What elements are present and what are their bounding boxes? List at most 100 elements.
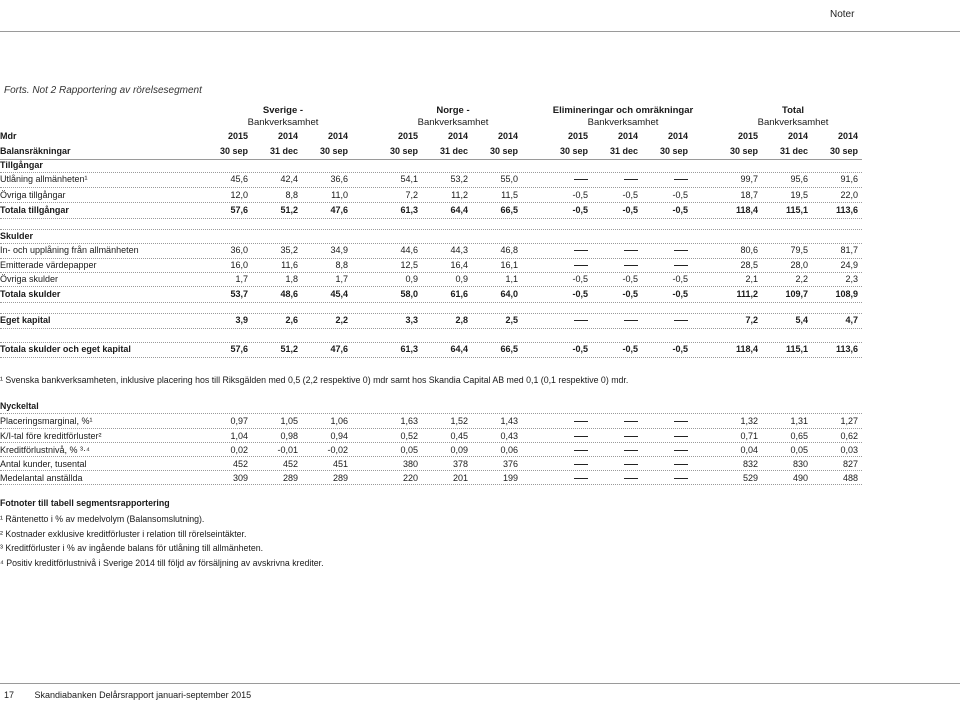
table-cell: 24,9 [840,260,858,270]
dash-mark [574,436,588,438]
table-cell: 0,97 [230,416,248,426]
table-cell: 827 [842,459,858,469]
table-cell: 36,0 [230,245,248,255]
table-cell [594,174,638,184]
kpi-row: Placeringsmarginal, %¹ 0,97 1,05 1,06 1,63 1,… [0,416,862,430]
table-cell: -0,5 [572,344,588,354]
table-cell: 452 [282,459,298,469]
dash-mark [574,179,588,181]
row-divider [0,342,862,343]
kpi-row: Medelantal anställda 309 289 289 220 201 199 52… [0,473,862,487]
table-row: In- och upplåning från allmänheten 36,0 35… [0,245,862,259]
row-divider [0,470,862,471]
table-row: Eget kapital 3,9 2,6 2,2 3,3 2,8 2,5 7,2 5,4 4,7 [0,315,862,329]
row-label: Övriga skulder [0,274,59,284]
table-cell: -0,5 [672,274,688,284]
table-cell: 830 [792,459,808,469]
table-row: Övriga skulder 1,7 1,8 1,7 0,9 0,9 1,1 -0,5 -0,5… [0,274,862,288]
table-cell: 115,1 [785,344,808,354]
table-cell [644,174,688,184]
dash-mark [624,421,638,423]
table-cell [544,445,588,455]
table-row: Tillgångar [0,160,862,174]
row-divider [0,286,862,287]
table-cell: 2014 [617,131,638,141]
year-row: Mdr 2015 2014 2014 2015 2014 2014 2015 2014 2014 2… [0,131,862,145]
row-divider [0,229,862,230]
table-cell: 115,1 [785,205,808,215]
table-cell [644,245,688,255]
table-cell: 0,04 [740,445,758,455]
row-divider [0,413,862,414]
dash-mark [624,250,638,252]
table-cell [594,260,638,270]
table-cell: -0,5 [622,344,638,354]
table-cell: -0,5 [572,205,588,215]
kpi-row: Kreditförlustnivå, % ³·⁴ 0,02 -0,01 -0,02 0,… [0,445,862,459]
table-cell: 1,8 [285,274,298,284]
table-cell: 61,3 [400,344,418,354]
table-cell: 81,7 [840,245,858,255]
dash-mark [674,436,688,438]
table-cell: 36,6 [330,174,348,184]
column-group-header: Sverige - Bankverksamhet [223,105,343,129]
row-divider [0,187,862,188]
table-cell [644,459,688,469]
row-divider [0,172,862,173]
table-cell [644,431,688,441]
footnote-item: ¹ Räntenetto i % av medelvolym (Balansom… [0,514,205,524]
dash-mark [624,265,638,267]
table-cell [594,416,638,426]
table-cell [594,459,638,469]
table-cell: 66,5 [500,205,518,215]
table-cell: 2015 [567,131,588,141]
table-cell: 8,8 [335,260,348,270]
table-cell: 61,3 [400,205,418,215]
table-cell: 34,9 [330,245,348,255]
table-cell: 47,6 [330,205,348,215]
table-cell: 2014 [327,131,348,141]
table-cell: 380 [402,459,418,469]
table-row: Skulder [0,231,862,245]
inline-footnote: ¹ Svenska bankverksamheten, inklusive pl… [0,375,629,385]
table-cell: 488 [842,473,858,483]
table-cell: 66,5 [500,344,518,354]
table-cell: 30 sep [489,146,518,156]
table-cell: 0,02 [230,445,248,455]
table-cell: 47,6 [330,344,348,354]
row-label: Medelantal anställda [0,473,83,483]
table-cell: 2,3 [845,274,858,284]
dash-mark [624,450,638,452]
dash-mark [674,265,688,267]
row-divider [0,202,862,203]
table-cell [544,473,588,483]
table-cell: 1,06 [330,416,348,426]
table-cell: 79,5 [790,245,808,255]
table-cell: 48,6 [280,289,298,299]
table-cell: 51,2 [280,344,298,354]
table-cell: 64,0 [500,289,518,299]
row-divider [0,456,862,457]
row-label: Emitterade värdepapper [0,260,97,270]
table-cell: 28,0 [790,260,808,270]
column-group-header: Elimineringar och omräkningar Bankverksam… [543,105,703,129]
table-cell: -0,5 [622,289,638,299]
table-cell: 19,5 [790,190,808,200]
dash-mark [674,250,688,252]
table-cell: 54,1 [400,174,418,184]
table-cell [544,315,588,325]
table-cell: 35,2 [280,245,298,255]
table-cell: 18,7 [740,190,758,200]
table-cell: 452 [232,459,248,469]
table-row: Utlåning allmänheten¹ 45,6 42,4 36,6 54,1 53,… [0,174,862,188]
table-cell: 44,3 [450,245,468,255]
table-cell: 0,45 [450,431,468,441]
group-sub: Bankverksamhet [587,117,659,128]
table-cell: 118,4 [735,344,758,354]
footnotes-title: Fotnoter till tabell segmentsrapporterin… [0,498,170,508]
table-cell: 30 sep [319,146,348,156]
table-row: Totala skulder och eget kapital 57,6 51,2 4… [0,344,862,358]
table-cell: 1,52 [450,416,468,426]
table-cell [644,416,688,426]
dash-mark [624,464,638,466]
